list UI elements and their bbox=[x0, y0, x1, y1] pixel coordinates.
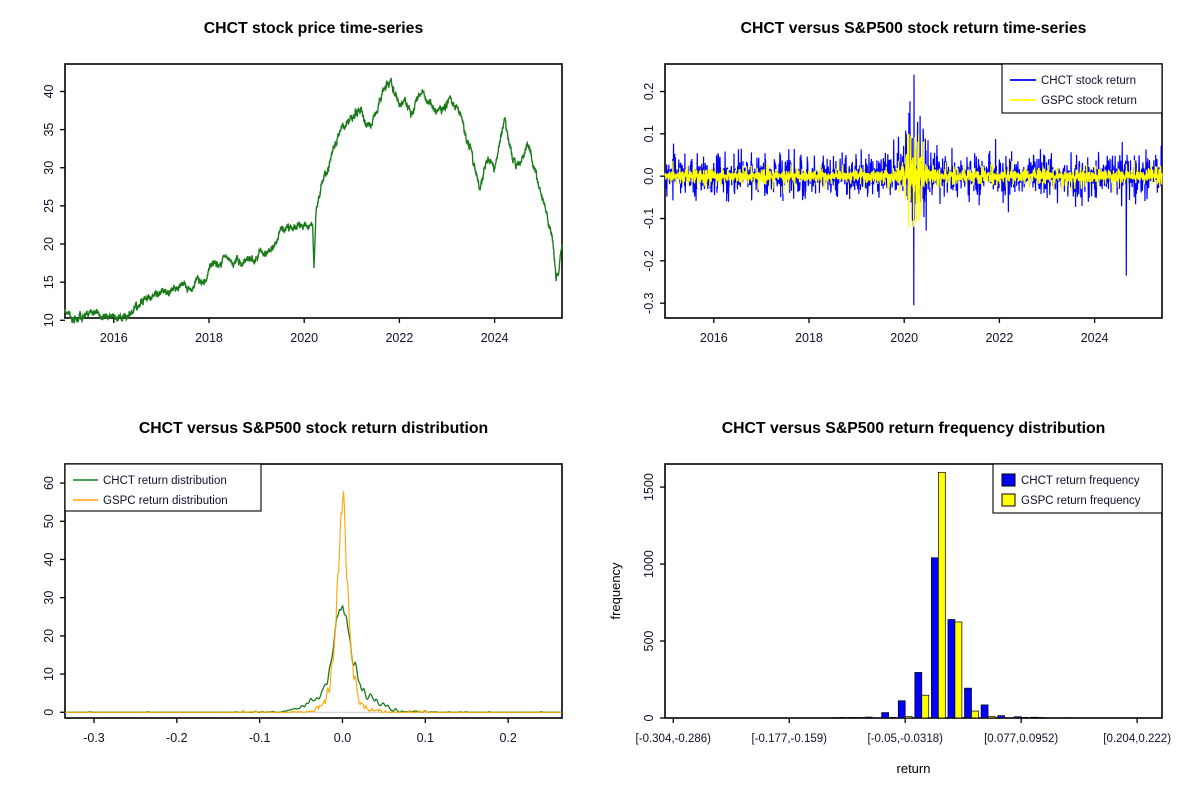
svg-text:40: 40 bbox=[42, 84, 56, 98]
svg-text:0.2: 0.2 bbox=[499, 731, 516, 745]
svg-text:20: 20 bbox=[42, 629, 56, 643]
svg-text:2024: 2024 bbox=[481, 331, 509, 345]
svg-text:15: 15 bbox=[42, 275, 56, 289]
svg-text:500: 500 bbox=[642, 631, 656, 652]
svg-text:2016: 2016 bbox=[100, 331, 128, 345]
svg-text:30: 30 bbox=[42, 161, 56, 175]
svg-text:0.2: 0.2 bbox=[642, 83, 656, 100]
svg-text:GSPC return distribution: GSPC return distribution bbox=[103, 495, 228, 507]
svg-text:-0.3: -0.3 bbox=[83, 731, 105, 745]
svg-text:10: 10 bbox=[42, 313, 56, 327]
svg-text:[0.204,0.222): [0.204,0.222) bbox=[1103, 733, 1171, 745]
svg-text:CHCT versus S&P500 stock retur: CHCT versus S&P500 stock return distribu… bbox=[139, 420, 488, 437]
svg-text:60: 60 bbox=[42, 476, 56, 490]
svg-text:0.0: 0.0 bbox=[334, 731, 351, 745]
svg-text:GSPC return frequency: GSPC return frequency bbox=[1021, 495, 1141, 507]
svg-text:0: 0 bbox=[642, 714, 656, 721]
svg-text:return: return bbox=[897, 761, 931, 776]
svg-text:[-0.05,-0.0318): [-0.05,-0.0318) bbox=[868, 733, 944, 745]
svg-text:2020: 2020 bbox=[290, 331, 318, 345]
svg-text:2024: 2024 bbox=[1081, 331, 1109, 345]
svg-text:35: 35 bbox=[42, 123, 56, 137]
svg-text:1500: 1500 bbox=[642, 473, 656, 501]
svg-text:CHCT return frequency: CHCT return frequency bbox=[1021, 475, 1140, 487]
svg-text:CHCT versus S&P500 stock retur: CHCT versus S&P500 stock return time-ser… bbox=[741, 20, 1087, 37]
svg-text:-0.2: -0.2 bbox=[166, 731, 188, 745]
svg-text:CHCT versus S&P500 return freq: CHCT versus S&P500 return frequency dist… bbox=[722, 420, 1106, 437]
svg-text:1000: 1000 bbox=[642, 550, 656, 578]
svg-text:0.1: 0.1 bbox=[417, 731, 434, 745]
svg-text:2016: 2016 bbox=[700, 331, 728, 345]
svg-text:2018: 2018 bbox=[195, 331, 223, 345]
svg-text:GSPC stock return: GSPC stock return bbox=[1041, 95, 1137, 107]
svg-text:[0.077,0.0952): [0.077,0.0952) bbox=[984, 733, 1058, 745]
svg-text:-0.1: -0.1 bbox=[642, 208, 656, 230]
svg-text:CHCT stock price time-series: CHCT stock price time-series bbox=[204, 20, 424, 37]
svg-text:25: 25 bbox=[42, 199, 56, 213]
svg-text:[-0.304,-0.286): [-0.304,-0.286) bbox=[636, 733, 712, 745]
svg-text:40: 40 bbox=[42, 552, 56, 566]
svg-text:20: 20 bbox=[42, 237, 56, 251]
svg-text:-0.2: -0.2 bbox=[642, 250, 656, 272]
svg-text:frequency: frequency bbox=[608, 562, 623, 620]
svg-text:0.1: 0.1 bbox=[642, 125, 656, 142]
svg-text:CHCT return distribution: CHCT return distribution bbox=[103, 475, 227, 487]
svg-text:-0.1: -0.1 bbox=[249, 731, 271, 745]
svg-text:30: 30 bbox=[42, 591, 56, 605]
svg-text:0: 0 bbox=[42, 709, 56, 716]
svg-text:-0.3: -0.3 bbox=[642, 292, 656, 314]
svg-text:2020: 2020 bbox=[890, 331, 918, 345]
svg-text:10: 10 bbox=[42, 667, 56, 681]
svg-text:2022: 2022 bbox=[385, 331, 413, 345]
svg-text:2022: 2022 bbox=[985, 331, 1013, 345]
svg-text:CHCT stock return: CHCT stock return bbox=[1041, 75, 1136, 87]
svg-text:50: 50 bbox=[42, 514, 56, 528]
svg-text:2018: 2018 bbox=[795, 331, 823, 345]
svg-text:[-0.177,-0.159): [-0.177,-0.159) bbox=[752, 733, 828, 745]
svg-text:0.0: 0.0 bbox=[642, 167, 656, 184]
